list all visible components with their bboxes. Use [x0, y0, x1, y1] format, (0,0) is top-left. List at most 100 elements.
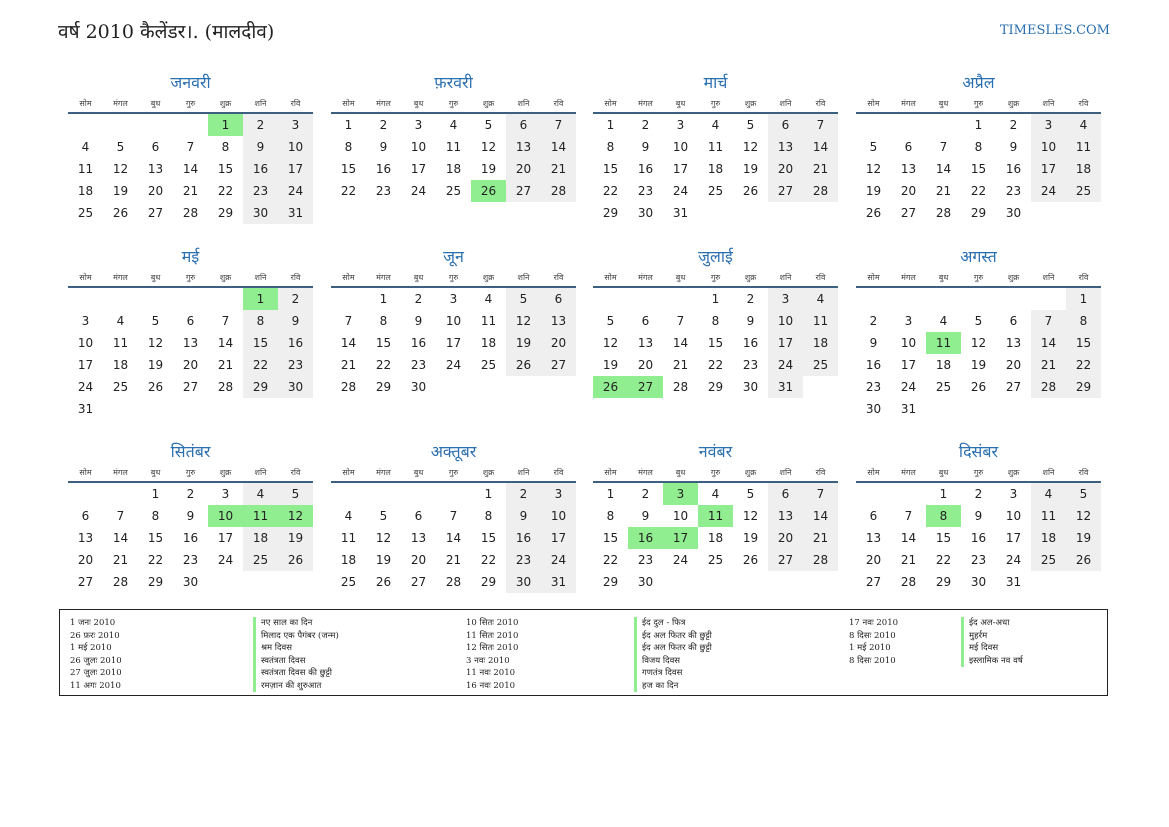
site-link[interactable]: TIMESLES.COM [999, 23, 1110, 38]
month-calendar: जनवरी सोम मंगल बुध गुरु शुक्र शनि रवि 1 2 3 4 5 6 7 8 9 1… [68, 70, 313, 224]
day-cell: 5 [484, 118, 493, 132]
month-table: सोम मंगल बुध गुरु शुक्र शनि रवि 1 2 3 4 5 6 7 8 9 10 11 12… [856, 465, 1101, 593]
day-cell: 15 [602, 531, 619, 545]
day-cell: 15 [480, 531, 497, 545]
day-cell: 28 [803, 549, 838, 571]
day-cell: 14 [340, 336, 357, 350]
day-cell: 8 [974, 140, 983, 154]
empty-cell [803, 202, 838, 224]
weekday-header: मंगल [891, 465, 926, 483]
day-cell: 13 [410, 531, 427, 545]
empty-cell [243, 571, 278, 593]
day-cell: 18 [803, 332, 838, 354]
empty-cell [856, 113, 891, 136]
legend-date: 1 जनः 2010 [70, 618, 116, 628]
weekday-header: शुक्र [733, 270, 768, 288]
day-cell: 26 [742, 184, 759, 198]
legend-holiday-name: हज का दिन [634, 679, 712, 692]
day-cell: 27 [182, 380, 199, 394]
day-cell: 31 [541, 571, 576, 593]
weekday-header: शनि [243, 96, 278, 114]
day-cell: 24 [672, 184, 689, 198]
day-cell: 2 [186, 487, 195, 501]
day-cell: 17 [445, 336, 462, 350]
day-cell: 4 [711, 487, 720, 501]
empty-cell [401, 482, 436, 505]
day-cell: 29 [935, 575, 952, 589]
month-calendar: फ़रवरी सोम मंगल बुध गुरु शुक्र शनि रवि 1 2 3 4 5 6 7 8 9… [331, 70, 576, 202]
weekday-header: शुक्र [208, 270, 243, 288]
day-cell: 21 [803, 527, 838, 549]
day-cell: 30 [865, 402, 882, 416]
day-cell: 16 [375, 162, 392, 176]
weekday-header: सोम [331, 465, 366, 483]
day-cell: 21 [217, 358, 234, 372]
day-cell: 30 [742, 380, 759, 394]
month-calendar: जून सोम मंगल बुध गुरु शुक्र शनि रवि 1 2 3 4 5 6 7 8 9 10 1… [331, 244, 576, 398]
day-cell: 3 [1009, 487, 1018, 501]
day-cell: 28 [935, 206, 952, 220]
day-cell: 23 [375, 184, 392, 198]
weekday-header: शनि [243, 465, 278, 483]
weekday-header: रवि [803, 465, 838, 483]
day-cell: 24 [1031, 180, 1066, 202]
weekday-header: शुक्र [471, 465, 506, 483]
weekday-header: रवि [1066, 96, 1101, 114]
day-cell: 27 [410, 575, 427, 589]
legend-holiday-name: श्रम दिवस [253, 642, 339, 655]
day-cell: 27 [768, 180, 803, 202]
month-table: सोम मंगल बुध गुरु शुक्र शनि रवि 1 2 3 4 5 6 7 8 9 10 11 12… [593, 465, 838, 593]
month-table: सोम मंगल बुध गुरु शुक्र शनि रवि 1 2 3 4 5 6 7 8 9 10 11 12… [68, 96, 313, 224]
day-cell: 4 [711, 118, 720, 132]
day-cell: 24 [541, 549, 576, 571]
empty-cell [996, 398, 1031, 420]
empty-cell [1031, 398, 1066, 420]
day-cell: 9 [1009, 140, 1018, 154]
day-cell: 25 [1031, 549, 1066, 571]
day-cell: 14 [112, 531, 129, 545]
day-cell: 25 [445, 184, 462, 198]
day-cell: 11 [1031, 505, 1066, 527]
day-cell: 31 [900, 402, 917, 416]
month-table: सोम मंगल बुध गुरु शुक्र शनि रवि 1 2 3 4 5 6 7 8 9 10 11 12… [331, 465, 576, 593]
day-cell: 2 [746, 292, 755, 306]
day-cell: 24 [410, 184, 427, 198]
day-cell: 5 [606, 314, 615, 328]
day-cell: 27 [541, 354, 576, 376]
weekday-header: गुरु [436, 96, 471, 114]
legend-date: 10 सितः 2010 [466, 618, 519, 628]
empty-cell [436, 482, 471, 505]
day-cell: 6 [186, 314, 195, 328]
day-cell: 18 [445, 162, 462, 176]
weekday-header: मंगल [366, 96, 401, 114]
day-cell: 4 [1066, 113, 1101, 136]
day-cell: 4 [243, 482, 278, 505]
month-name: जनवरी [170, 73, 211, 92]
day-cell: 24 [445, 358, 462, 372]
day-cell: 9 [186, 509, 195, 523]
day-cell: 11 [243, 505, 278, 527]
empty-cell [208, 571, 243, 593]
legend-holiday-name: स्वतंत्रता दिवस [253, 654, 339, 667]
day-cell: 10 [1005, 509, 1022, 523]
day-cell: 24 [1005, 553, 1022, 567]
day-cell: 3 [81, 314, 90, 328]
day-cell: 19 [970, 358, 987, 372]
day-cell: 6 [81, 509, 90, 523]
month-name: सितंबर [170, 442, 211, 461]
legend-date: 11 अगः 2010 [70, 680, 121, 691]
weekday-header: गुरु [436, 465, 471, 483]
day-cell: 21 [445, 553, 462, 567]
day-cell: 30 [278, 376, 313, 398]
empty-cell [768, 571, 803, 593]
weekday-header: गुरु [436, 270, 471, 288]
day-cell: 22 [970, 184, 987, 198]
legend-holiday-name: मई दिवस [961, 642, 1023, 655]
day-cell: 6 [641, 314, 650, 328]
day-cell: 22 [243, 354, 278, 376]
day-cell: 20 [410, 553, 427, 567]
day-cell: 20 [182, 358, 199, 372]
month-calendar: दिसंबर सोम मंगल बुध गुरु शुक्र शनि रवि 1 2 3 4 5 6 7 8 9… [856, 439, 1101, 593]
day-cell: 3 [768, 287, 803, 310]
day-cell: 10 [672, 509, 689, 523]
